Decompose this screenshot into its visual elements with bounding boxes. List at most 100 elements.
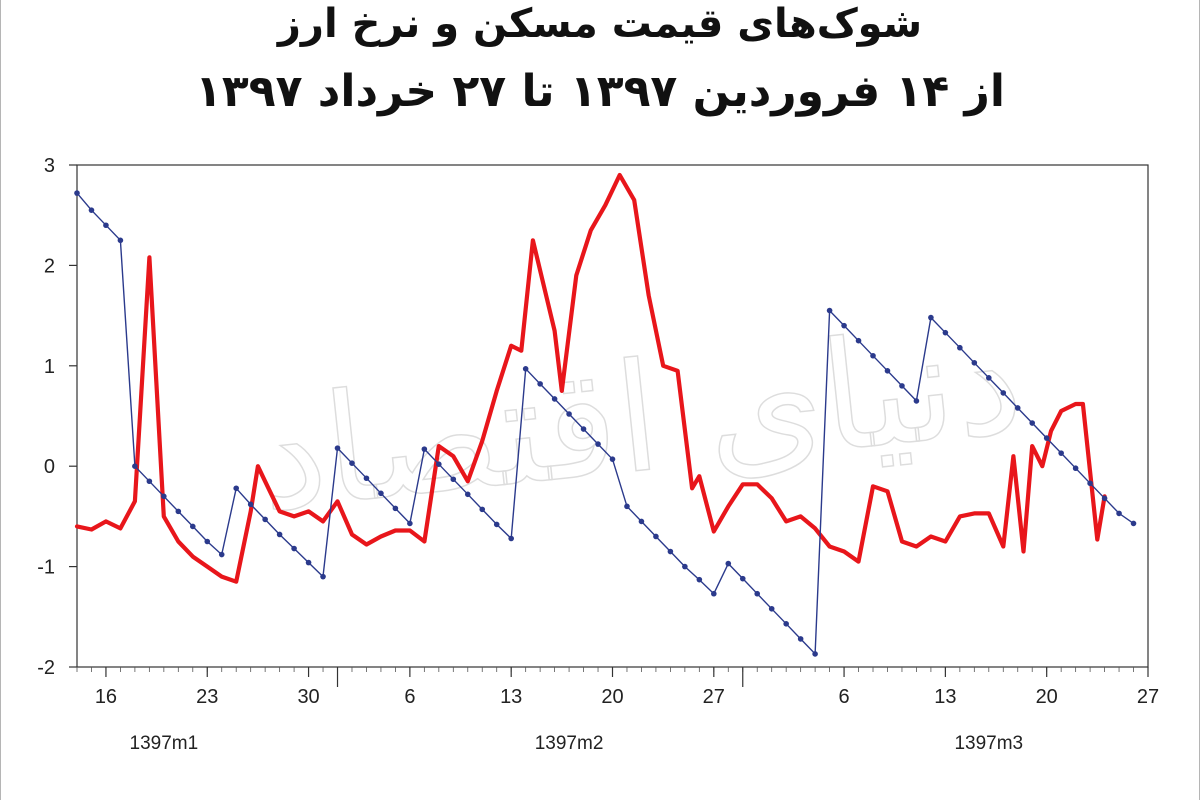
series-point-blue: [493, 521, 500, 528]
x-tick-label: 13: [500, 686, 522, 708]
series-point-blue: [971, 359, 978, 366]
series-point-blue: [537, 381, 543, 387]
series-point-blue: [580, 426, 587, 432]
series-point-blue: [638, 518, 645, 525]
series-point-blue: [682, 563, 688, 570]
series-point-blue: [464, 491, 471, 498]
series-point-blue: [884, 368, 891, 374]
series-point-blue: [508, 535, 514, 542]
series-point-blue: [103, 222, 109, 229]
x-tick-label: 30: [297, 686, 319, 708]
series-point-blue: [812, 651, 818, 657]
series-point-blue: [841, 322, 847, 329]
series-point-blue: [363, 475, 370, 482]
x-tick-label: 6: [839, 686, 850, 708]
y-tick-label: -1: [37, 557, 55, 579]
y-tick-label: 3: [44, 155, 55, 177]
x-tick-label: 20: [1036, 686, 1058, 708]
series-point-blue: [653, 533, 659, 540]
series-point-blue: [407, 520, 413, 527]
series-point-blue: [334, 445, 341, 451]
series-point-blue: [247, 501, 254, 508]
series-line-red: [74, 172, 1107, 584]
series-point-blue: [1087, 480, 1093, 487]
x-tick-label: 23: [196, 686, 218, 708]
series-point-blue: [942, 329, 949, 336]
series-point-blue: [305, 559, 312, 566]
series-point-blue: [609, 456, 616, 462]
series-point-blue: [711, 590, 717, 597]
series-point-blue: [320, 573, 326, 580]
series-point-blue: [624, 503, 630, 510]
x-tick-label: 6: [404, 686, 415, 708]
series-point-blue: [218, 551, 225, 558]
series-point-blue: [161, 493, 167, 500]
y-tick-label: -2: [37, 657, 55, 679]
series-point-blue: [175, 508, 182, 515]
series-point-blue: [1072, 465, 1079, 472]
series-point-blue: [436, 461, 442, 467]
series-point-blue: [1000, 390, 1007, 396]
series-point-blue: [233, 485, 240, 492]
series-point-blue: [855, 337, 862, 344]
y-tick-label: 0: [44, 456, 55, 478]
series-point-blue: [132, 463, 138, 470]
series-point-blue: [1116, 510, 1122, 517]
month-label: 1397m3: [954, 733, 1023, 754]
series-point-blue: [566, 411, 572, 417]
x-tick-label: 27: [703, 686, 725, 708]
series-point-blue: [754, 590, 761, 597]
series-point-blue: [88, 207, 95, 213]
series-point-blue: [1043, 435, 1050, 441]
series-point-blue: [928, 314, 934, 321]
x-tick-label: 13: [934, 686, 956, 708]
y-tick-label: 1: [44, 356, 55, 378]
x-tick-label: 20: [601, 686, 623, 708]
series-point-blue: [392, 505, 399, 512]
series-point-blue: [276, 531, 283, 538]
series-point-blue: [768, 605, 775, 612]
series-point-blue: [1130, 520, 1137, 527]
series-point-blue: [146, 478, 153, 485]
chart-title-line1: شوک‌های قیمت مسکن و نرخ ارز: [277, 1, 923, 47]
series-point-blue: [783, 621, 789, 627]
month-label: 1397m2: [535, 733, 604, 754]
series-point-blue: [1101, 495, 1108, 502]
chart-series: [74, 172, 1137, 657]
series-point-blue: [725, 560, 732, 567]
x-tick-label: 16: [95, 686, 117, 708]
series-line-blue: [76, 192, 1134, 656]
series-point-blue: [870, 352, 876, 359]
series-point-blue: [826, 307, 833, 314]
series-point-blue: [421, 446, 428, 452]
series-point-blue: [450, 476, 457, 483]
month-label: 1397m1: [130, 733, 199, 754]
series-point-blue: [913, 398, 920, 404]
series-point-blue: [204, 538, 211, 545]
series-point-blue: [378, 490, 384, 497]
series-point-blue: [595, 441, 601, 447]
series-point-blue: [551, 396, 558, 402]
series-point-blue: [262, 516, 268, 523]
series-point-blue: [74, 190, 80, 196]
chart-title-line2: از ۱۴ فروردین ۱۳۹۷ تا ۲۷ خرداد ۱۳۹۷: [195, 66, 1005, 117]
series-point-blue: [349, 460, 355, 466]
series-point-blue: [899, 383, 905, 389]
left-frame-line: [0, 0, 1, 800]
series-point-blue: [985, 375, 992, 381]
series-point-blue: [117, 237, 124, 244]
watermark-text: دنیای اقتصاد: [250, 292, 1030, 545]
series-point-blue: [739, 575, 746, 582]
series-point-blue: [696, 576, 703, 583]
series-point-blue: [479, 506, 486, 513]
series-point-blue: [1058, 450, 1064, 456]
series-point-blue: [957, 344, 963, 351]
series-point-blue: [522, 366, 529, 372]
x-tick-label: 27: [1137, 686, 1159, 708]
watermark: دنیای اقتصاد: [249, 292, 1030, 547]
series-point-blue: [291, 545, 297, 552]
series-point-blue: [797, 636, 804, 642]
y-tick-label: 2: [44, 255, 55, 277]
series-point-blue: [1029, 420, 1036, 426]
